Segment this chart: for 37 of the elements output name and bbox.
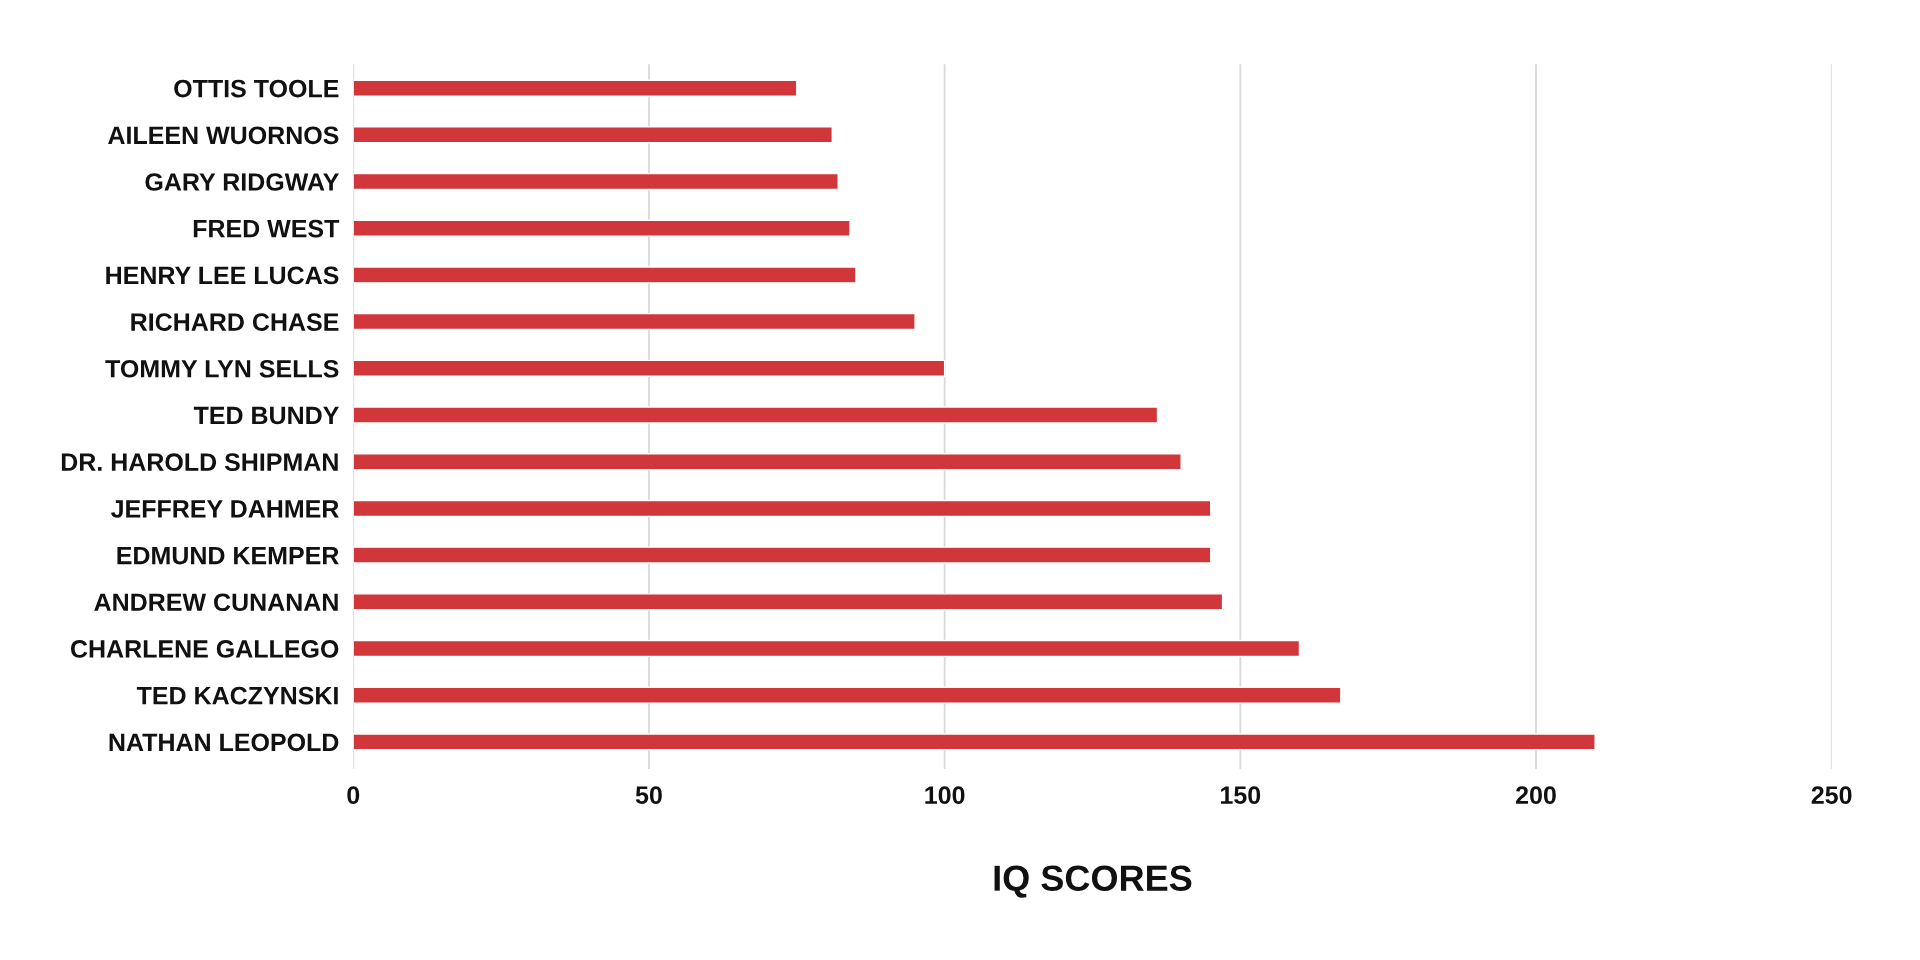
y-tick-label: ANDREW CUNANAN xyxy=(94,593,338,612)
y-tick-label: NATHAN LEOPOLD xyxy=(109,733,339,752)
bar xyxy=(353,453,1182,471)
y-tick-label: OTTIS TOOLE xyxy=(174,79,339,98)
y-tick-label: FRED WEST xyxy=(193,219,340,238)
bar xyxy=(353,219,851,237)
bar xyxy=(353,406,1159,424)
bar xyxy=(353,639,1301,658)
y-tick-label: AILEEN WUORNOS xyxy=(108,126,339,145)
y-tick-label: TED KACZYNSKI xyxy=(136,686,338,705)
x-tick-label: 150 xyxy=(1221,786,1261,804)
bar xyxy=(353,312,916,331)
bar xyxy=(353,499,1212,518)
bar xyxy=(353,126,833,144)
y-tick-label: HENRY LEE LUCAS xyxy=(106,266,339,285)
y-tick-label: GARY RIDGWAY xyxy=(145,173,339,191)
x-axis-title: IQ SCORES xyxy=(994,865,1192,898)
x-tick-label: 0 xyxy=(347,786,360,804)
y-tick-label: TED BUNDY xyxy=(193,406,339,425)
bar xyxy=(353,546,1212,564)
x-tick-label: 250 xyxy=(1811,786,1852,804)
y-tick-label: CHARLENE GALLEGO xyxy=(70,640,339,658)
y-tick-label: DR. HAROLD SHIPMAN xyxy=(61,453,338,472)
bar xyxy=(353,733,1596,751)
bar xyxy=(353,266,857,284)
bar xyxy=(353,172,839,191)
x-tick-label: 100 xyxy=(925,786,965,804)
bar xyxy=(353,593,1224,611)
bar xyxy=(353,359,946,377)
y-tick-label: TOMMY LYN SELLS xyxy=(105,359,339,378)
x-tick-label: 200 xyxy=(1516,786,1556,804)
x-tick-label: 50 xyxy=(635,786,662,804)
bar xyxy=(353,686,1342,704)
y-tick-label: RICHARD CHASE xyxy=(131,313,339,331)
y-tick-label: JEFFREY DAHMER xyxy=(111,500,339,518)
bar xyxy=(353,79,798,97)
y-tick-label: EDMUND KEMPER xyxy=(117,546,339,565)
